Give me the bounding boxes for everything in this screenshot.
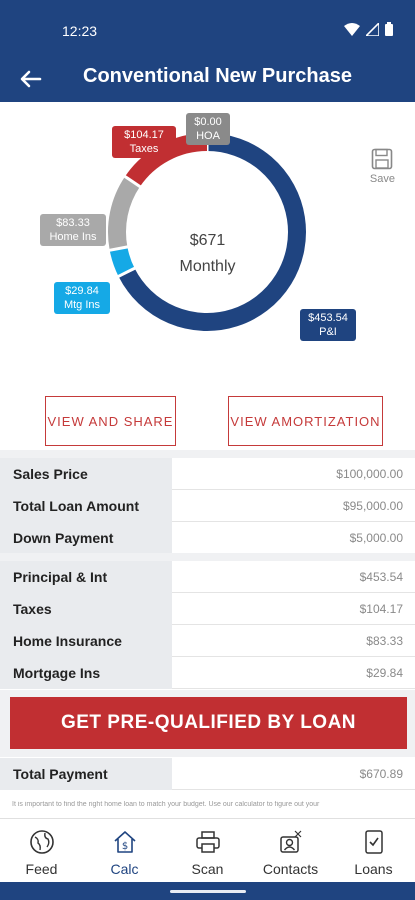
table-row: Total Loan Amount $95,000.00 — [0, 490, 415, 522]
back-arrow-icon[interactable] — [18, 66, 44, 92]
disclaimer-text: It is important to find the right home l… — [12, 801, 320, 808]
donut-segment-p-i — [118, 133, 306, 331]
payment-row-label: Home Insurance — [0, 625, 172, 657]
save-icon — [372, 148, 393, 170]
taxes-badge-amount: $104.17 — [124, 129, 164, 141]
hoa-badge: $0.00 HOA — [186, 113, 230, 145]
table-row: Home Insurance $83.33 — [0, 625, 415, 657]
table-row: Sales Price $100,000.00 — [0, 458, 415, 490]
donut-segment-mtg-ins — [109, 246, 135, 277]
calculator-house-icon: $ — [113, 831, 136, 853]
get-pre-qualified-button[interactable]: GET PRE-QUALIFIED BY LOAN — [10, 697, 407, 749]
section-divider — [0, 450, 415, 458]
total-payment-value: $670.89 — [172, 758, 415, 790]
total-payment-label: Total Payment — [0, 758, 172, 790]
donut-center-amount: $671 — [189, 232, 226, 249]
printer-icon — [195, 831, 220, 853]
mtg-ins-badge: $29.84 Mtg Ins — [54, 282, 110, 314]
donut-segment-home-ins — [108, 176, 141, 251]
battery-icon — [385, 22, 393, 36]
svg-text:$: $ — [121, 841, 127, 852]
page-title: Conventional New Purchase — [83, 65, 352, 87]
hoa-badge-label: HOA — [196, 130, 220, 142]
mtg-ins-badge-label: Mtg Ins — [63, 299, 101, 311]
loan-row-label: Down Payment — [0, 522, 172, 554]
nav-calc-label: Calc — [110, 861, 139, 877]
payment-row-value: $453.54 — [172, 561, 415, 593]
home-ins-badge-label: Home Ins — [49, 231, 97, 243]
globe-icon — [29, 830, 54, 854]
donut-segment-separator — [123, 174, 142, 189]
payment-row-label: Taxes — [0, 593, 172, 625]
loan-row-value: $95,000.00 — [172, 490, 415, 522]
loan-row-label: Total Loan Amount — [0, 490, 172, 522]
total-payment-row: Total Payment $670.89 — [0, 758, 415, 790]
signal-icon — [366, 22, 379, 36]
nav-calc[interactable]: $ Calc — [83, 819, 166, 883]
home-ins-badge-amount: $83.33 — [56, 217, 90, 229]
loan-row-label: Sales Price — [0, 458, 172, 490]
donut-segment-separator — [108, 245, 129, 252]
pi-badge-label: P&I — [319, 326, 337, 338]
payment-row-label: Mortgage Ins — [0, 657, 172, 689]
table-row: Down Payment $5,000.00 — [0, 522, 415, 554]
disclaimer-area — [0, 790, 415, 818]
view-amortization-button[interactable]: VIEW AMORTIZATION — [228, 396, 383, 446]
loan-row-value: $100,000.00 — [172, 458, 415, 490]
nav-loans-label: Loans — [354, 861, 393, 877]
taxes-badge: $104.17 Taxes — [112, 126, 176, 158]
nav-feed[interactable]: Feed — [0, 819, 83, 883]
pi-badge-amount: $453.54 — [308, 312, 348, 324]
view-and-share-button[interactable]: VIEW AND SHARE — [45, 396, 176, 446]
taxes-badge-label: Taxes — [129, 143, 159, 155]
pi-badge: $453.54 P&I — [300, 309, 356, 341]
payment-row-value: $83.33 — [172, 625, 415, 657]
contacts-icon — [279, 830, 301, 853]
bottom-navigation: Feed $ Calc Scan Contacts Loans — [0, 818, 415, 883]
hoa-badge-amount: $0.00 — [194, 116, 222, 128]
payment-row-label: Principal & Int — [0, 561, 172, 593]
section-divider — [0, 553, 415, 561]
nav-feed-label: Feed — [25, 861, 58, 877]
mtg-ins-badge-amount: $29.84 — [65, 285, 99, 297]
payment-row-value: $29.84 — [172, 657, 415, 689]
status-time: 12:23 — [62, 23, 98, 39]
loan-row-value: $5,000.00 — [172, 522, 415, 554]
table-row: Taxes $104.17 — [0, 593, 415, 625]
gesture-bar — [0, 882, 415, 900]
table-row: Mortgage Ins $29.84 — [0, 657, 415, 689]
table-row: Principal & Int $453.54 — [0, 561, 415, 593]
document-check-icon — [364, 830, 383, 854]
nav-loans[interactable]: Loans — [332, 819, 415, 883]
nav-scan-label: Scan — [191, 861, 224, 877]
status-icons — [344, 22, 393, 36]
status-bar: 12:23 — [0, 0, 415, 58]
save-button[interactable]: Save — [370, 148, 395, 185]
app-bar: Conventional New Purchase — [0, 58, 415, 102]
donut-center-label: Monthly — [179, 258, 236, 275]
nav-contacts[interactable]: Contacts — [249, 819, 332, 883]
nav-scan[interactable]: Scan — [166, 819, 249, 883]
home-ins-badge: $83.33 Home Ins — [40, 214, 106, 246]
save-label: Save — [369, 173, 395, 185]
nav-contacts-label: Contacts — [262, 861, 319, 877]
payment-row-value: $104.17 — [172, 593, 415, 625]
donut-segment-separator — [116, 266, 137, 279]
gesture-handle — [170, 890, 246, 893]
wifi-icon — [344, 22, 360, 36]
